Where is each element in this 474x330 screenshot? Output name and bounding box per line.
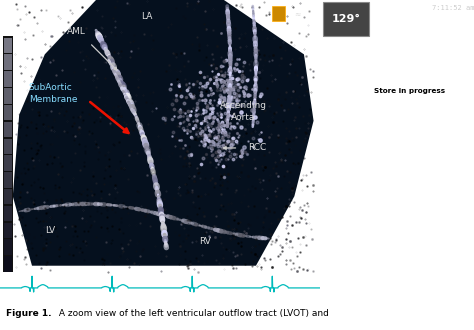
- Text: Lens Temp=38.2°C: Lens Temp=38.2°C: [374, 45, 444, 52]
- Text: RV: RV: [199, 237, 211, 246]
- Text: RCC: RCC: [248, 144, 266, 152]
- Text: A zoom view of the left ventricular outflow tract (LVOT) and: A zoom view of the left ventricular outf…: [56, 309, 329, 318]
- Text: Ascending: Ascending: [219, 101, 267, 110]
- Text: Figure 1.: Figure 1.: [6, 309, 51, 318]
- Text: SubAortic: SubAortic: [29, 83, 73, 92]
- Bar: [4, 240, 12, 255]
- Bar: [3, 36, 13, 272]
- Text: ≈: ≈: [294, 9, 301, 18]
- Bar: [4, 71, 12, 87]
- Text: 65dB  S1/ 0/0/: 65dB S1/ 0/0/: [374, 60, 435, 66]
- Bar: [4, 54, 12, 70]
- Text: Gain=  3dB   Δ=: Gain= 3dB Δ=: [374, 69, 439, 75]
- Bar: [4, 172, 12, 188]
- Bar: [4, 206, 12, 221]
- Text: LV: LV: [45, 226, 55, 236]
- Bar: [4, 88, 12, 104]
- Text: 7:11:52 am: 7:11:52 am: [431, 5, 474, 11]
- Text: General: General: [374, 38, 404, 44]
- Bar: [371, 82, 474, 98]
- Bar: [4, 223, 12, 238]
- Bar: [4, 189, 12, 205]
- Text: 129°: 129°: [332, 14, 361, 24]
- Polygon shape: [13, 0, 314, 266]
- Bar: [4, 122, 12, 137]
- Text: Membrane: Membrane: [29, 95, 77, 104]
- Text: TE-V7M-N   98Hz: TE-V7M-N 98Hz: [374, 12, 439, 18]
- Bar: [272, 6, 285, 21]
- Text: Aorta: Aorta: [231, 113, 255, 122]
- Text: AML: AML: [67, 27, 86, 36]
- Bar: [4, 155, 12, 171]
- Bar: [4, 139, 12, 154]
- Bar: [4, 38, 12, 53]
- Text: Ped TEE: Ped TEE: [374, 29, 404, 35]
- Text: 8.0MHz      R9mm: 8.0MHz R9mm: [374, 21, 444, 27]
- Bar: [4, 105, 12, 120]
- Bar: [323, 2, 369, 36]
- Text: LA: LA: [142, 12, 153, 21]
- Text: Store in progress: Store in progress: [374, 87, 445, 94]
- Bar: [4, 256, 12, 272]
- Text: HR=129bpm: HR=129bpm: [374, 97, 413, 103]
